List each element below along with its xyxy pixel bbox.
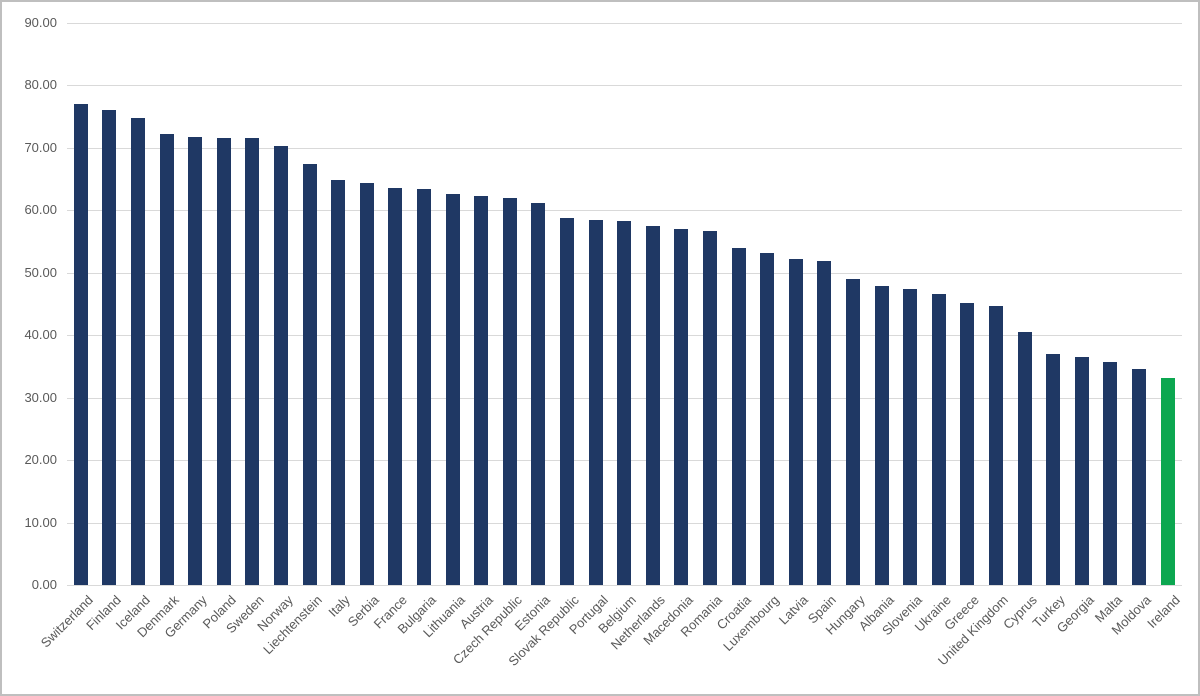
y-axis-tick-label: 80.00 [24, 77, 57, 92]
y-axis-tick-label: 30.00 [24, 389, 57, 405]
bar-georgia [1074, 356, 1089, 585]
bar-united-kingdom [989, 305, 1004, 585]
y-axis-tick-label: 0.00 [31, 577, 57, 592]
bar-czech-republic [502, 198, 517, 585]
bar-macedonia [674, 229, 689, 585]
bar-sweden [245, 137, 260, 585]
bar-serbia [359, 182, 374, 585]
bar-turkey [1046, 354, 1061, 585]
bar-switzerland [73, 103, 88, 585]
y-axis-tick-label: 20.00 [24, 452, 57, 467]
bar-belgium [617, 221, 632, 585]
bar-ukraine [931, 294, 946, 585]
y-gridline [67, 22, 1182, 24]
bar-albania [874, 285, 889, 585]
y-gridline [67, 147, 1182, 149]
y-axis-tick-label: 50.00 [24, 264, 57, 280]
bar-denmark [159, 134, 174, 585]
bar-greece [960, 302, 975, 585]
y-axis-tick-label: 10.00 [24, 514, 57, 530]
bar-germany [188, 136, 203, 585]
y-axis-tick-label: 40.00 [24, 327, 57, 342]
bar-latvia [788, 258, 803, 585]
y-gridline [67, 210, 1182, 211]
y-axis-tick-label: 70.00 [24, 139, 57, 155]
bar-italy [331, 180, 346, 585]
y-gridline [67, 585, 1182, 586]
bar-spain [817, 260, 832, 585]
bar-moldova [1132, 369, 1147, 585]
bar-finland [102, 110, 117, 585]
bar-malta [1103, 361, 1118, 585]
bar-luxembourg [760, 252, 775, 585]
bar-bulgaria [417, 189, 432, 585]
y-axis-tick-label: 90.00 [24, 14, 57, 30]
bar-poland [216, 137, 231, 585]
bar-cyprus [1017, 331, 1032, 585]
bar-austria [474, 196, 489, 585]
bar-ireland [1160, 377, 1175, 585]
bar-netherlands [645, 225, 660, 585]
bar-lithuania [445, 194, 460, 585]
y-axis-tick-label: 60.00 [24, 202, 57, 217]
bar-hungary [846, 279, 861, 585]
y-gridline [67, 85, 1182, 86]
bar-norway [274, 145, 289, 585]
bar-france [388, 187, 403, 585]
bar-croatia [731, 248, 746, 585]
bar-romania [703, 230, 718, 585]
bar-slovak-republic [560, 218, 575, 585]
bar-slovenia [903, 289, 918, 585]
bar-liechtenstein [302, 164, 317, 585]
bar-iceland [131, 118, 145, 585]
bar-portugal [588, 220, 603, 585]
bar-estonia [531, 203, 546, 585]
